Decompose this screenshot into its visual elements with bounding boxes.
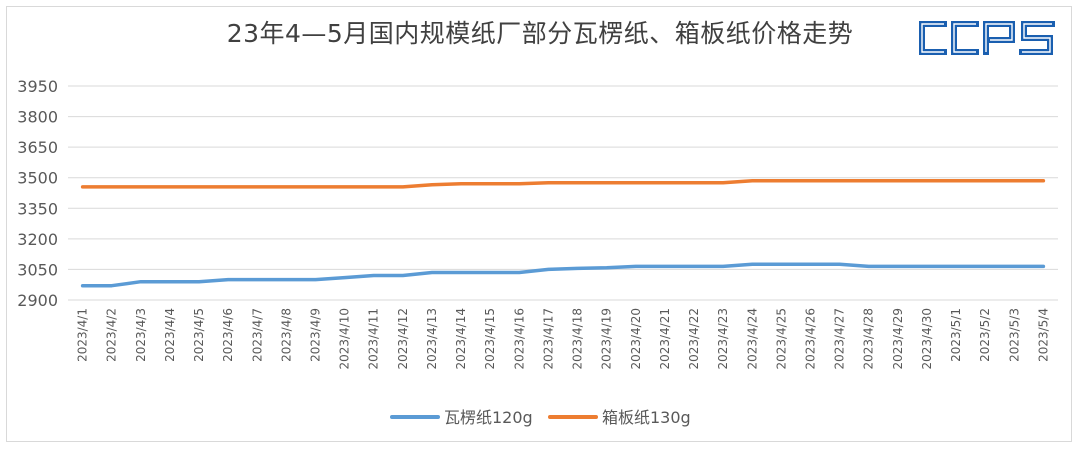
x-tick-label: 2023/4/29 [891,308,905,370]
y-tick-label: 3050 [17,260,58,279]
chart-frame [6,6,1072,442]
x-tick-label: 2023/5/4 [1036,308,1050,362]
x-tick-label: 2023/4/4 [163,308,177,362]
legend: 瓦楞纸120g 箱板纸130g [390,408,691,427]
y-axis-tick-labels: 2900 3050 3200 3350 3500 3650 3800 3950 [17,77,58,310]
x-tick-label: 2023/4/10 [338,308,352,370]
y-tick-label: 3200 [17,230,58,249]
x-tick-label: 2023/4/28 [862,308,876,370]
x-tick-label: 2023/4/18 [571,308,585,370]
x-tick-label: 2023/5/2 [978,308,992,362]
x-tick-label: 2023/4/21 [658,308,672,370]
series-lines [80,179,1046,288]
y-tick-label: 3950 [17,77,58,96]
legend-label: 箱板纸130g [602,408,691,427]
x-tick-label: 2023/5/3 [1007,308,1021,362]
x-tick-label: 2023/4/30 [920,308,934,370]
y-tick-label: 3800 [17,108,58,127]
x-tick-label: 2023/5/1 [949,308,963,362]
y-tick-label: 3350 [17,199,58,218]
chart-title: 23年4—5月国内规模纸厂部分瓦楞纸、箱板纸价格走势 [226,19,854,48]
x-tick-label: 2023/4/20 [629,308,643,370]
x-tick-label: 2023/4/19 [600,308,614,370]
x-tick-label: 2023/4/15 [483,308,497,370]
x-tick-label: 2023/4/13 [425,308,439,370]
x-axis-tick-labels: 2023/4/1 2023/4/2 2023/4/3 2023/4/4 2023/4/5… [76,308,1051,370]
x-tick-label: 2023/4/6 [221,308,235,362]
x-tick-label: 2023/4/22 [687,308,701,370]
x-tick-label: 2023/4/9 [309,308,323,362]
x-tick-label: 2023/4/5 [192,308,206,362]
y-tick-label: 3650 [17,138,58,157]
x-tick-label: 2023/4/8 [279,308,293,362]
x-tick-label: 2023/4/11 [367,308,381,370]
x-tick-label: 2023/4/23 [716,308,730,370]
x-tick-label: 2023/4/3 [134,308,148,362]
x-tick-label: 2023/4/25 [774,308,788,370]
x-tick-label: 2023/4/7 [250,308,264,362]
x-tick-label: 2023/4/27 [833,308,847,370]
ccps-logo [919,21,1055,55]
x-tick-label: 2023/4/14 [454,308,468,370]
x-tick-label: 2023/4/24 [745,308,759,370]
x-tick-label: 2023/4/16 [512,308,526,370]
x-tick-label: 2023/4/1 [76,308,90,362]
series-line-1 [80,262,1046,288]
x-tick-label: 2023/4/26 [804,308,818,370]
x-tick-label: 2023/4/17 [541,308,555,370]
x-tick-label: 2023/4/12 [396,308,410,370]
y-tick-label: 3500 [17,169,58,188]
gridlines [68,85,1058,301]
legend-label: 瓦楞纸120g [444,408,533,427]
x-tick-label: 2023/4/2 [105,308,119,362]
y-tick-label: 2900 [17,291,58,310]
series-line-2 [80,179,1046,189]
